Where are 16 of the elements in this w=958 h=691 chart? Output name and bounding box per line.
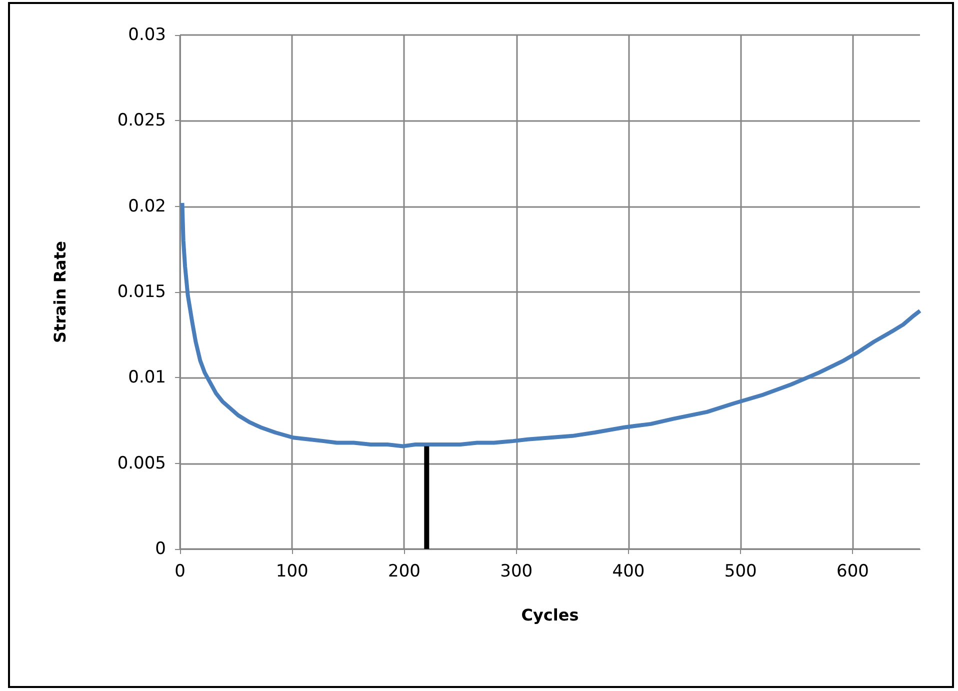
y-tick-label: 0.01 [128, 368, 166, 388]
y-tick-label: 0.02 [128, 196, 166, 216]
x-tick-label: 400 [612, 562, 645, 582]
y-tick-label: 0.03 [128, 25, 166, 45]
x-tick-label: 500 [724, 562, 757, 582]
x-tick-label: 300 [500, 562, 533, 582]
x-tick-label: 100 [276, 562, 308, 582]
x-tick-label: 600 [836, 562, 869, 582]
y-tick-label: 0.025 [117, 110, 166, 131]
y-axis-title: Strain Rate [50, 240, 70, 343]
x-tick-label: 200 [388, 562, 420, 582]
y-tick-label: 0.015 [117, 282, 166, 302]
x-axis-title: Cycles [521, 606, 579, 624]
y-tick-label: 0.005 [117, 453, 166, 474]
x-tick-label: 0 [174, 562, 186, 582]
y-tick-label: 0 [155, 539, 166, 559]
